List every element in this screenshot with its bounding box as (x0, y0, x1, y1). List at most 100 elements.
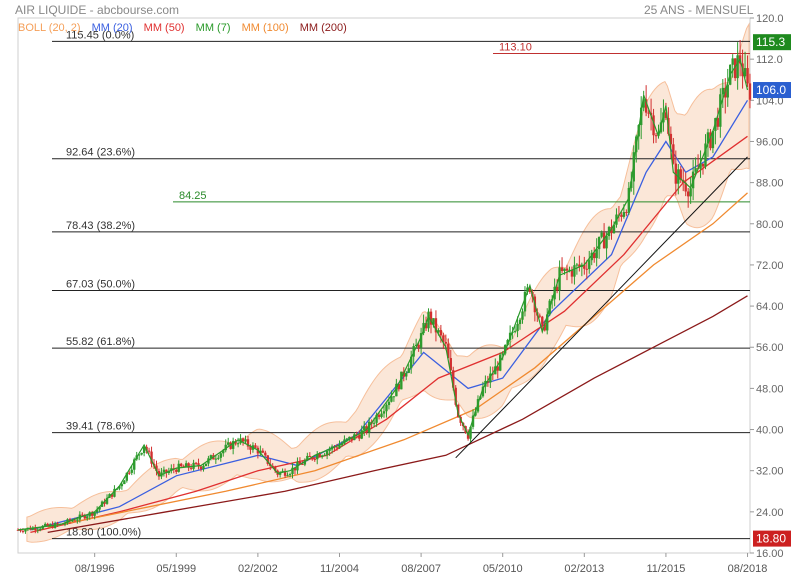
candle-body (437, 330, 440, 333)
candle-body (271, 465, 274, 467)
candle-body (491, 373, 495, 375)
candle-body (726, 84, 729, 98)
candle-body (417, 344, 420, 348)
candle-body (380, 413, 383, 417)
candle-body (244, 439, 247, 442)
candle-body (400, 371, 403, 390)
candle-body (385, 405, 388, 412)
candle-body (382, 411, 386, 414)
candle-body (182, 466, 185, 468)
y-tick-label: 32.00 (756, 466, 784, 478)
candle-body (118, 486, 121, 489)
candle-body (652, 115, 655, 136)
candle-body (241, 438, 245, 442)
candle-body (325, 450, 329, 455)
candle-body (197, 463, 200, 467)
candle-body (137, 454, 141, 456)
x-tick-label: 11/2004 (320, 563, 359, 575)
candle-body (187, 463, 190, 468)
candle-body (699, 163, 702, 169)
candle-body (686, 191, 690, 197)
reference-line-label: 84.25 (179, 190, 207, 202)
candle-body (214, 458, 218, 460)
candle-body (98, 506, 101, 510)
y-tick-label: 48.00 (756, 383, 784, 395)
trend-line (455, 156, 748, 459)
legend-mm200[interactable]: MM (200) (299, 22, 347, 34)
legend-mm50[interactable]: MM (50) (143, 22, 185, 34)
candle-body (157, 471, 161, 477)
candle-body (281, 470, 284, 473)
candle-body (555, 286, 559, 291)
candle-body (442, 335, 445, 342)
candle-body (746, 68, 749, 84)
candle-body (669, 133, 673, 145)
candle-body (73, 520, 77, 522)
candle-body (513, 331, 517, 333)
candle-body (217, 457, 220, 459)
candle-body (716, 118, 720, 127)
candle-body (293, 467, 297, 471)
candle-body (501, 353, 504, 355)
candle-body (644, 99, 648, 113)
candle-body (202, 465, 205, 470)
candle-body (397, 383, 401, 390)
candle-body (679, 169, 682, 180)
candle-body (654, 135, 658, 137)
legend-mm100[interactable]: MM (100) (241, 22, 289, 34)
candle-body (130, 469, 133, 473)
candle-body (546, 314, 549, 331)
candle-body (612, 224, 616, 234)
candle-body (204, 463, 208, 466)
candle-body (563, 268, 566, 271)
legend-boll[interactable]: BOLL (20, 2) (18, 22, 81, 34)
candle-body (261, 450, 265, 453)
candle-body (90, 512, 94, 516)
candle-body (48, 524, 52, 526)
candle-body (560, 267, 564, 271)
candle-body (602, 232, 606, 249)
y-tick-label: 16.00 (756, 548, 784, 560)
candle-body (583, 264, 586, 269)
fibonacci-label: 78.43 (38.2%) (66, 220, 135, 232)
candle-body (273, 466, 277, 471)
candle-body (249, 446, 252, 450)
candle-body (95, 509, 99, 513)
candle-body (113, 488, 116, 497)
candle-body (335, 447, 339, 449)
candle-body (278, 472, 282, 475)
candle-body (565, 268, 569, 271)
candle-body (170, 468, 173, 471)
candle-body (150, 451, 153, 464)
candle-body (286, 475, 289, 477)
candle-body (224, 444, 227, 451)
candle-body (125, 472, 129, 481)
candle-body (16, 529, 20, 531)
x-tick-label: 08/2007 (401, 563, 441, 575)
price-badge (753, 530, 791, 547)
candle-body (340, 443, 344, 446)
candle-body (140, 452, 143, 455)
candle-body (358, 435, 361, 439)
fibonacci-label: 115.45 (0.0%) (66, 29, 134, 41)
indicator-legend: BOLL (20, 2) MM (20) MM (50) MM (7) MM (… (18, 22, 355, 34)
candle-body (103, 501, 106, 504)
candle-body (585, 268, 588, 270)
x-tick-label: 05/2010 (483, 563, 523, 575)
candle-body (429, 311, 433, 325)
y-tick-label: 40.00 (756, 425, 784, 437)
legend-mm7[interactable]: MM (7) (195, 22, 231, 34)
plot-frame (17, 17, 751, 554)
candle-body (308, 455, 312, 457)
candle-body (246, 439, 250, 447)
candle-body (489, 373, 492, 383)
candle-body (142, 446, 146, 453)
candle-body (345, 438, 349, 440)
candle-body (63, 523, 67, 525)
candle-body (674, 163, 678, 184)
y-tick-label: 120.0 (756, 13, 784, 25)
y-tick-label: 96.00 (756, 136, 784, 148)
legend-mm20[interactable]: MM (20) (91, 22, 133, 34)
reference-line-label: 113.10 (499, 41, 532, 53)
